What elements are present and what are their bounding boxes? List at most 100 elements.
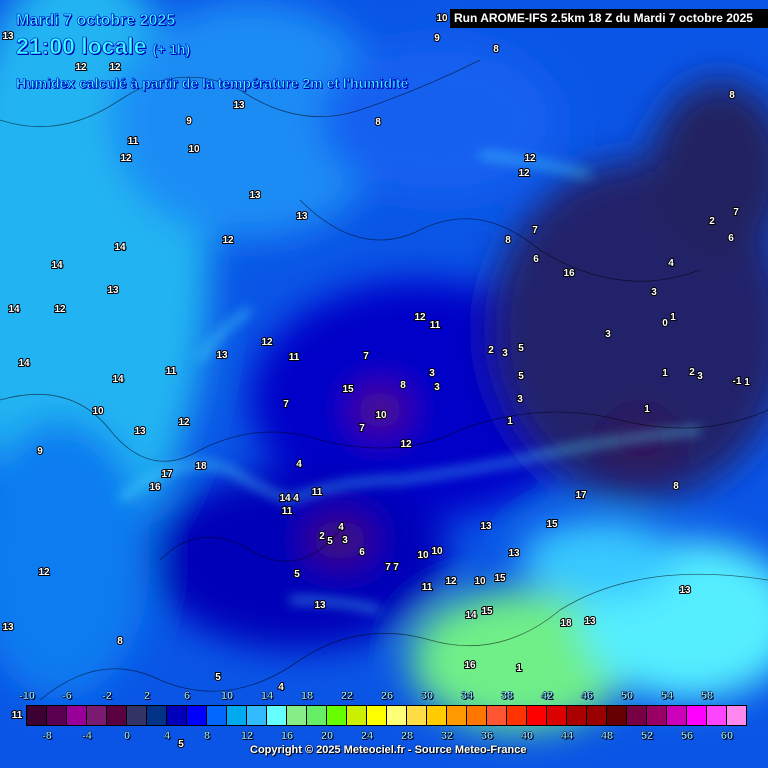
map-value-label: 1 (662, 368, 668, 379)
map-value-label: 12 (109, 62, 121, 73)
map-value-label: 11 (166, 366, 177, 377)
map-value-label: 12 (222, 235, 234, 246)
map-value-label: 5 (215, 672, 221, 683)
map-value-label: 1 (507, 416, 513, 427)
map-value-label: 7 (283, 399, 289, 410)
legend-cell (587, 706, 607, 725)
legend-tick-bottom: 8 (203, 730, 211, 742)
map-value-label: 14 (18, 358, 30, 369)
map-value-label: 9 (186, 116, 192, 127)
legend-tick-bottom: 32 (440, 730, 454, 742)
map-value-label: 9 (37, 446, 43, 457)
map-value-label: 13 (2, 622, 14, 633)
legend-cell (87, 706, 107, 725)
legend-cell (207, 706, 227, 725)
legend-tick-bottom: 60 (720, 730, 734, 742)
map-value-label: 3 (434, 382, 440, 393)
legend-cell (387, 706, 407, 725)
map-value-label: 4 (293, 493, 299, 504)
map-value-label: 10 (92, 406, 104, 417)
map-value-label: 8 (117, 636, 123, 647)
model-run-banner: Run AROME-IFS 2.5km 18 Z du Mardi 7 octo… (450, 9, 768, 28)
color-scale-legend (26, 705, 747, 726)
map-value-label: 9 (434, 33, 440, 44)
map-value-label: 7 (393, 562, 399, 573)
legend-cell (327, 706, 347, 725)
legend-tick-top: -10 (19, 690, 35, 702)
map-value-label: 2 (488, 345, 494, 356)
map-value-label: 3 (342, 535, 348, 546)
map-value-label: 13 (249, 190, 261, 201)
forecast-date: Mardi 7 octobre 2025 (16, 12, 176, 30)
map-value-label: 2 (709, 216, 715, 227)
legend-cell (527, 706, 547, 725)
map-value-label: 8 (729, 90, 735, 101)
map-value-label: 3 (651, 287, 657, 298)
legend-cell (287, 706, 307, 725)
legend-tick-top: 26 (380, 690, 394, 702)
legend-tick-top: 38 (500, 690, 514, 702)
legend-cell (467, 706, 487, 725)
legend-cell (447, 706, 467, 725)
map-value-label: 13 (584, 616, 596, 627)
map-value-label: 10 (431, 546, 443, 557)
map-value-label: 3 (517, 394, 523, 405)
legend-cell (347, 706, 367, 725)
map-value-label: 6 (533, 254, 539, 265)
legend-tick-top: 6 (183, 690, 191, 702)
map-value-label: 13 (314, 600, 326, 611)
map-value-label: 3 (605, 329, 611, 340)
map-value-label: 12 (261, 337, 273, 348)
map-value-label: 4 (296, 459, 302, 470)
legend-tick-top: 2 (143, 690, 151, 702)
map-value-label: 15 (494, 573, 506, 584)
map-value-label: 5 (294, 569, 300, 580)
map-value-label: 11 (128, 136, 139, 147)
map-value-label: 4 (668, 258, 674, 269)
map-value-label: 16 (149, 482, 161, 493)
legend-cell (107, 706, 127, 725)
legend-cell (127, 706, 147, 725)
legend-tick-bottom: 40 (520, 730, 534, 742)
map-value-label: 13 (216, 350, 228, 361)
map-value-label: 13 (480, 521, 492, 532)
map-value-label: 1 (670, 312, 676, 323)
map-value-label: 18 (560, 618, 572, 629)
legend-tick-bottom: 48 (600, 730, 614, 742)
map-value-label: 8 (673, 481, 679, 492)
map-value-label: 10 (474, 576, 486, 587)
map-value-label: 12 (120, 153, 132, 164)
map-value-label: -1 (733, 376, 742, 387)
map-value-label: 13 (296, 211, 308, 222)
map-value-label: 17 (575, 490, 587, 501)
legend-cell (547, 706, 567, 725)
legend-cell (27, 706, 47, 725)
legend-cell (147, 706, 167, 725)
legend-tick-bottom: -4 (82, 730, 92, 742)
map-value-label: 13 (107, 285, 119, 296)
copyright: Copyright © 2025 Meteociel.fr - Source M… (250, 744, 527, 756)
legend-cell (487, 706, 507, 725)
legend-tick-bottom: 36 (480, 730, 494, 742)
map-value-label: 12 (400, 439, 412, 450)
map-value-label: 8 (505, 235, 511, 246)
map-value-label: 3 (697, 371, 703, 382)
legend-tick-bottom: 20 (320, 730, 334, 742)
map-value-label: 12 (178, 417, 190, 428)
map-value-label: 13 (134, 426, 146, 437)
legend-tick-top: 42 (540, 690, 554, 702)
map-value-label: 10 (375, 410, 387, 421)
legend-tick-top: 46 (580, 690, 594, 702)
map-value-label: 3 (429, 368, 435, 379)
legend-tick-top: -2 (102, 690, 112, 702)
map-description: Humidex calculé à partir de la températu… (16, 75, 409, 92)
map-value-label: 17 (161, 469, 173, 480)
map-value-label: 2 (319, 531, 325, 542)
map-value-label: 11 (312, 487, 323, 498)
map-value-label: 4 (338, 522, 344, 533)
map-value-label: 1 (644, 404, 650, 415)
map-value-label: 8 (375, 117, 381, 128)
map-value-label: 6 (359, 547, 365, 558)
map-value-label: 14 (114, 242, 126, 253)
